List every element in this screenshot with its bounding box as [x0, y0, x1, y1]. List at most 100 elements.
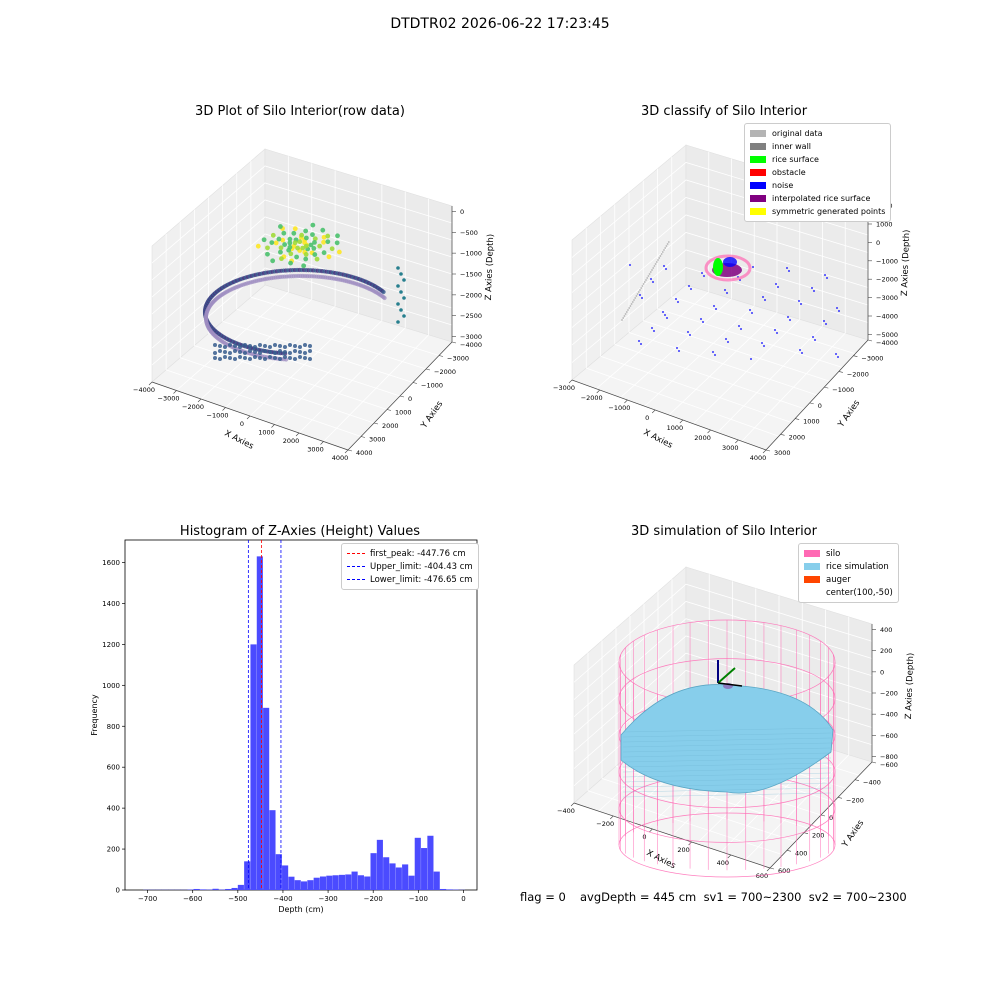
data-point: [263, 349, 267, 353]
data-point: [261, 237, 267, 243]
z-tick-label: −1000: [460, 250, 482, 258]
y-tick: [854, 779, 860, 781]
y-axis-label: Frequency: [90, 694, 99, 736]
histogram-legend: first_peak: -447.76 cm Upper_limit: -404.…: [341, 543, 479, 590]
data-point: [228, 356, 232, 360]
x-tick-label: 2000: [694, 434, 711, 442]
legend-item: Upper_limit: -404.43 cm: [347, 560, 473, 573]
data-point: [652, 267, 655, 269]
data-point: [762, 296, 764, 298]
data-point: [233, 357, 237, 361]
data-point: [664, 247, 667, 249]
data-point: [301, 263, 307, 269]
legend-swatch: [750, 195, 766, 202]
data-point: [642, 283, 645, 285]
data-point: [776, 332, 778, 334]
data-point: [625, 311, 628, 313]
data-point: [268, 355, 272, 359]
simulation-plot: −400−20002004006006004002000−200−400−600…: [557, 566, 916, 880]
histogram-bar: [244, 861, 251, 890]
y-tick-label: 2000: [382, 422, 399, 430]
data-point: [303, 235, 309, 241]
data-point: [308, 357, 312, 361]
histogram-bar: [383, 857, 390, 890]
data-point: [628, 307, 631, 309]
y-axis-line: [765, 339, 869, 451]
legend-item: noise: [750, 179, 885, 192]
x-tick-label: −300: [318, 895, 337, 903]
data-point: [298, 350, 302, 354]
data-point: [630, 303, 633, 305]
data-point: [295, 245, 301, 251]
z-tick-label: −2500: [460, 312, 482, 320]
y-tick: [867, 339, 873, 342]
x-tick: [271, 424, 275, 428]
data-point: [800, 303, 802, 305]
x-tick-label: 3000: [722, 444, 739, 452]
data-point: [777, 286, 779, 288]
y-tick-label: −2000: [434, 368, 456, 376]
surface-mesh: [622, 742, 832, 748]
y-tick: [425, 368, 431, 371]
histogram-bar: [357, 875, 364, 890]
x-tick-label: 200: [677, 846, 689, 854]
x-tick: [596, 389, 600, 394]
data-point: [248, 357, 252, 361]
z-tick-label: −4000: [876, 313, 898, 321]
data-point: [703, 275, 705, 277]
data-point: [299, 232, 305, 238]
histogram-bar: [212, 888, 219, 890]
data-point: [811, 287, 813, 289]
histogram-bar: [446, 889, 453, 890]
legend-swatch: [804, 576, 820, 583]
x-tick-label: 2000: [283, 437, 300, 445]
legend-label: interpolated rice surface: [772, 194, 871, 203]
grid-line: [249, 313, 359, 417]
data-point: [712, 351, 714, 353]
grid-line: [151, 267, 453, 366]
legend-label: rice surface: [772, 155, 819, 164]
histogram-bar: [414, 837, 421, 890]
rice-surface: [713, 258, 723, 276]
histogram-bar: [389, 863, 396, 890]
z-axis-label: Z Axies (Depth): [484, 234, 496, 301]
simulation-legend: silo rice simulation auger center(100,-50): [798, 543, 899, 603]
data-point: [258, 356, 262, 360]
data-point: [297, 239, 303, 245]
data-point: [798, 300, 800, 302]
grid-line: [668, 312, 778, 416]
grid-line: [151, 216, 453, 315]
data-point: [311, 245, 317, 251]
data-point: [320, 227, 326, 233]
data-point: [624, 313, 627, 315]
data-point: [639, 294, 641, 296]
histogram-bar: [408, 875, 415, 890]
grid-line: [571, 232, 869, 328]
data-point: [321, 239, 326, 245]
x-tick: [727, 854, 732, 859]
legend-item: Lower_limit: -476.65 cm: [347, 573, 473, 586]
data-point: [329, 246, 335, 252]
y-tick-label: 1600: [102, 559, 120, 567]
data-point: [281, 230, 287, 236]
data-point: [623, 315, 626, 317]
y-tick: [853, 355, 858, 358]
x-tick-label: 3000: [307, 446, 324, 454]
y-tick: [765, 449, 771, 452]
data-point: [223, 350, 227, 354]
data-point: [649, 271, 652, 273]
legend-label: Lower_limit: -476.65 cm: [370, 574, 473, 585]
data-point: [399, 272, 403, 276]
data-point: [749, 309, 751, 311]
x-axis-line: [571, 379, 767, 451]
y-axis-label: Y Axies: [840, 818, 867, 850]
x-tick-label: 0: [645, 414, 649, 422]
x-axis-line: [573, 802, 771, 869]
x-tick: [707, 429, 711, 434]
data-point: [273, 351, 277, 355]
y-tick: [412, 382, 418, 384]
data-point: [640, 287, 643, 289]
surface-mesh: [622, 762, 832, 768]
legend-swatch: [750, 182, 766, 189]
x-tick: [651, 409, 656, 414]
